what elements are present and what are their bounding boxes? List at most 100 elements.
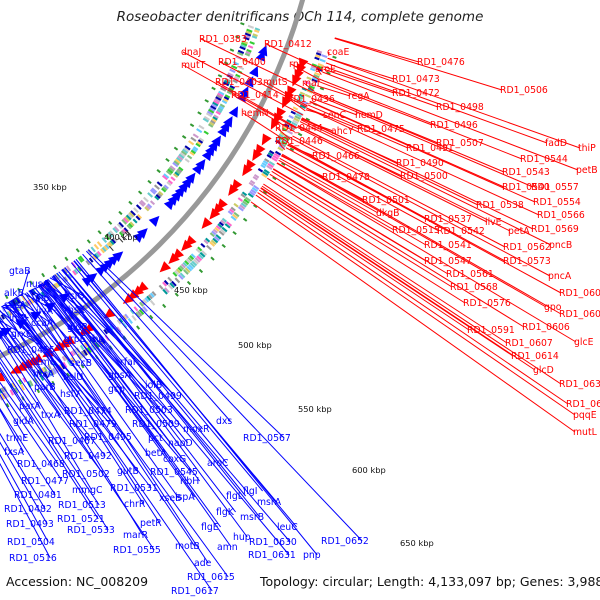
leader-line xyxy=(325,62,548,144)
feature-stripe xyxy=(212,116,218,121)
gene-label: RD1_0634 xyxy=(559,379,600,390)
gene-label: petA xyxy=(508,226,530,237)
gc-marker xyxy=(149,314,154,320)
feature-stripe xyxy=(187,256,193,262)
gene-label: fadD xyxy=(545,138,567,149)
feature-stripe xyxy=(0,393,6,400)
feature-stripe xyxy=(244,32,252,37)
feature-stripe xyxy=(246,48,252,53)
gc-marker xyxy=(181,135,187,139)
genome-summary-label: Topology: circular; Length: 4,133,097 bp… xyxy=(260,574,600,589)
feature-stripe xyxy=(235,73,241,78)
feature-stripe xyxy=(109,324,114,331)
gene-label: RD1_0630 xyxy=(249,537,297,548)
feature-stripe xyxy=(3,392,8,399)
feature-stripe xyxy=(224,94,231,99)
feature-stripe xyxy=(306,89,314,94)
leader-line xyxy=(87,249,285,439)
feature-stripe xyxy=(121,218,128,225)
feature-stripe xyxy=(277,146,284,152)
feature-stripe xyxy=(162,281,168,287)
gene-label: flgE xyxy=(201,522,219,533)
feature-stripe xyxy=(151,291,157,297)
feature-stripe xyxy=(218,90,225,96)
gene-label: dkgB xyxy=(376,208,400,219)
gene-label: RD1_0513 xyxy=(58,500,106,511)
feature-stripe xyxy=(284,123,290,128)
feature-stripe xyxy=(177,155,184,161)
feature-stripe xyxy=(278,133,284,138)
gene-label: RD1_0478 xyxy=(322,172,370,183)
feature-stripe xyxy=(274,150,282,156)
leader-line xyxy=(54,274,290,556)
feature-stripe xyxy=(169,282,175,289)
gene-label: pncB xyxy=(549,240,572,251)
feature-stripe xyxy=(192,133,199,139)
feature-stripe xyxy=(151,187,158,194)
feature-stripe xyxy=(177,266,183,272)
feature-stripe xyxy=(51,284,56,290)
scale-label: 350 kbp xyxy=(33,182,67,192)
gene-label: RD1_0472 xyxy=(392,88,440,99)
gene-label: RD1_0504 xyxy=(7,537,55,548)
feature-stripe xyxy=(254,27,261,32)
feature-stripe xyxy=(133,306,139,312)
feature-stripe xyxy=(96,250,102,257)
gene-label: dnaJ xyxy=(181,47,201,58)
forward-gene-arrow xyxy=(201,217,213,229)
feature-stripe xyxy=(223,79,231,85)
feature-stripe xyxy=(216,94,223,100)
feature-stripe xyxy=(171,280,177,287)
feature-stripe xyxy=(209,121,215,126)
feature-stripe xyxy=(235,55,242,60)
gene-label: iolB xyxy=(145,380,162,391)
feature-stripe xyxy=(88,257,94,263)
feature-stripe xyxy=(221,217,228,223)
feature-stripe xyxy=(147,192,154,198)
feature-stripe xyxy=(220,219,226,225)
feature-stripe xyxy=(214,226,220,232)
gene-label: RD1_0554 xyxy=(533,197,581,208)
feature-stripe xyxy=(195,248,201,254)
gene-label: ispA xyxy=(175,492,195,503)
feature-stripe xyxy=(24,301,30,307)
gene-label: RD1_0476 xyxy=(417,57,465,68)
feature-stripe xyxy=(101,237,108,244)
gene-label: ade xyxy=(194,558,212,569)
feature-stripe xyxy=(118,221,125,228)
leader-line xyxy=(182,64,297,129)
feature-stripe xyxy=(295,100,302,105)
feature-stripe xyxy=(158,284,164,290)
feature-stripe xyxy=(315,54,321,59)
gc-marker xyxy=(262,190,268,195)
feature-stripe xyxy=(124,216,131,222)
leader-line xyxy=(58,271,291,543)
gc-marker xyxy=(156,169,161,174)
gc-marker xyxy=(5,403,10,408)
leader-line xyxy=(276,127,291,140)
feature-stripe xyxy=(176,168,183,173)
feature-stripe xyxy=(213,235,220,242)
scale-label: 400 kbp xyxy=(104,232,138,242)
feature-stripe xyxy=(41,367,46,373)
feature-stripe xyxy=(297,95,304,100)
gene-label: mutT xyxy=(181,60,206,71)
feature-stripe xyxy=(209,241,216,247)
feature-stripe xyxy=(85,260,91,266)
gc-marker xyxy=(198,268,204,274)
scale-label: 500 kbp xyxy=(238,340,272,350)
gene-label: ilvA xyxy=(36,306,54,317)
feature-stripe xyxy=(264,158,270,163)
feature-stripe xyxy=(106,233,112,239)
feature-stripe xyxy=(149,299,156,306)
feature-stripe xyxy=(267,152,274,157)
gene-label: RD1_0516 xyxy=(9,553,57,564)
gene-label: RD1_0615 xyxy=(187,572,235,583)
gene-label: RD1_0503 xyxy=(125,405,173,416)
gene-label: RD1_0557 xyxy=(531,182,579,193)
gc-marker xyxy=(52,264,57,270)
feature-stripe xyxy=(236,51,244,56)
feature-stripe xyxy=(142,298,148,304)
gene-label: RD1_0614 xyxy=(511,351,559,362)
forward-gene-arrow xyxy=(159,261,172,273)
